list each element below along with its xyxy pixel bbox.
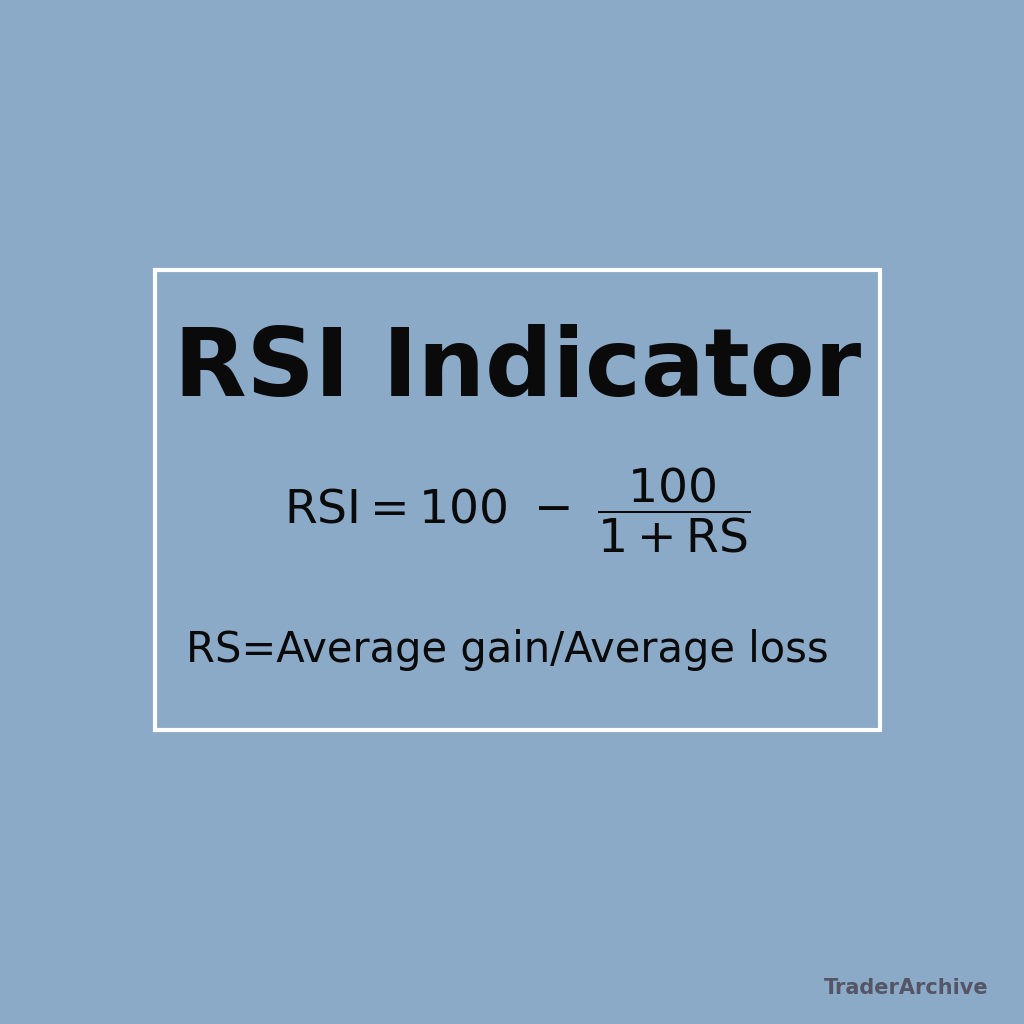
Text: $\mathregular{RSI=100\ -\ }\dfrac{\mathregular{100}}{\mathregular{1+RS}}$: $\mathregular{RSI=100\ -\ }\dfrac{\mathr… (285, 465, 751, 555)
Text: TraderArchive: TraderArchive (823, 978, 988, 998)
Text: RSI Indicator: RSI Indicator (174, 324, 861, 416)
FancyBboxPatch shape (155, 270, 880, 730)
Text: RS=Average gain/Average loss: RS=Average gain/Average loss (185, 629, 828, 671)
